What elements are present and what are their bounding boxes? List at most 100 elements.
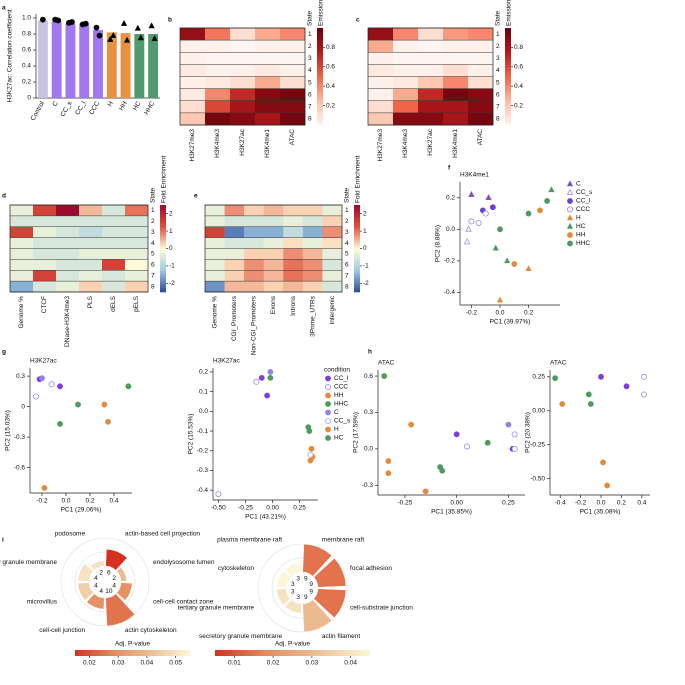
heatmap-cell xyxy=(205,64,231,77)
row-label: 2 xyxy=(345,218,349,225)
heatmap-cell xyxy=(79,226,103,238)
term-label: tertiary granule membrane xyxy=(0,559,57,566)
heatmap-cell xyxy=(418,40,444,53)
term-label: membrane raft xyxy=(322,537,364,544)
heatmap-cell xyxy=(468,28,494,41)
colorbar-tick-label: -1 xyxy=(169,263,175,270)
radial-bar xyxy=(90,560,105,571)
data-point xyxy=(308,445,315,452)
data-point xyxy=(267,374,274,381)
legend-marker xyxy=(566,188,574,195)
heatmap-cell xyxy=(56,237,80,249)
colorbar-step xyxy=(160,276,166,280)
heatmap-cell xyxy=(33,205,57,217)
x-tick-label: HC xyxy=(132,100,143,112)
colorbar-step xyxy=(277,650,281,656)
row-label: 4 xyxy=(496,67,500,74)
y-tick-label: -0.50 xyxy=(530,475,545,482)
heatmap-cell xyxy=(56,205,80,217)
colorbar-step xyxy=(91,650,94,656)
colorbar-step xyxy=(180,650,184,656)
colorbar-step xyxy=(354,263,360,267)
heatmap-cell xyxy=(79,259,103,271)
count-label: 6 xyxy=(107,569,111,576)
y-tick-label: 0.3 xyxy=(364,409,373,416)
heatmap-cell xyxy=(10,270,34,282)
data-point xyxy=(75,401,81,408)
legend-title: condition xyxy=(324,367,350,374)
colorbar-step xyxy=(354,268,360,271)
data-point xyxy=(600,459,606,466)
heatmap-cell xyxy=(283,270,304,282)
colorbar-step xyxy=(160,211,166,214)
data-point xyxy=(101,401,108,408)
heatmap-cell xyxy=(280,52,306,65)
colorbar-step xyxy=(171,650,175,656)
colorbar-tick-label: 2 xyxy=(363,210,367,217)
heatmap-cell xyxy=(255,88,281,102)
heatmap-cell xyxy=(368,28,394,41)
heatmap-cell xyxy=(224,270,245,282)
heatmap-cell xyxy=(393,28,419,41)
row-label: 7 xyxy=(496,104,500,111)
term-label: secretory granule membrane xyxy=(199,633,282,640)
y-tick-label: 0.8 xyxy=(22,31,31,38)
legend-label: CC_l xyxy=(334,375,349,382)
legend-label: HC xyxy=(334,435,344,442)
colorbar-step xyxy=(354,252,360,256)
replicate-point xyxy=(134,24,141,31)
colorbar-step xyxy=(505,47,511,51)
heatmap-cell xyxy=(10,248,34,260)
legend-label: C xyxy=(334,409,339,416)
colorbar-tick-label: -2 xyxy=(363,280,369,287)
heatmap-cell xyxy=(283,205,304,217)
column-label: DNase-H3K4me3 xyxy=(64,296,71,347)
data-point xyxy=(465,225,472,232)
colorbar-step xyxy=(317,57,323,60)
heatmap-cell xyxy=(302,215,323,228)
data-point xyxy=(41,485,48,491)
radial-grid xyxy=(74,551,136,613)
heatmap-cell xyxy=(224,215,245,228)
data-point xyxy=(511,445,518,452)
heatmap-cell xyxy=(280,100,306,114)
radial-grid xyxy=(271,557,333,619)
colorbar-step xyxy=(160,261,166,265)
colorbar-step xyxy=(320,650,324,656)
legend-label: CCC xyxy=(334,384,348,391)
colorbar-step xyxy=(100,650,103,656)
term-label: endolysosome lumen xyxy=(153,559,215,566)
row-title: State xyxy=(150,187,157,203)
colorbar-step xyxy=(123,650,126,656)
radial-bar xyxy=(284,562,302,577)
x-tick-label: 0.25 xyxy=(502,500,515,507)
colorbar-step xyxy=(187,650,191,656)
colorbar-step xyxy=(354,281,360,284)
colorbar-step xyxy=(298,650,303,656)
row-label: 4 xyxy=(345,240,349,247)
colorbar-step xyxy=(354,265,360,269)
colorbar-tick-label: 0.05 xyxy=(169,660,182,667)
colorbar-step xyxy=(114,650,117,656)
count-label: 4 xyxy=(94,575,98,582)
colorbar-step xyxy=(81,650,85,656)
colorbar-step xyxy=(246,650,250,656)
data-point xyxy=(258,374,265,381)
colorbar-step xyxy=(505,69,511,72)
bar xyxy=(37,20,48,98)
heatmap-cell xyxy=(263,248,284,260)
row-label: 1 xyxy=(308,31,312,38)
colorbar-tick-label: 0.4 xyxy=(514,83,523,90)
y-tick-label: -0.6 xyxy=(14,464,26,471)
legend-marker xyxy=(566,214,574,221)
colorbar-step xyxy=(160,231,166,234)
heatmap-cell xyxy=(255,76,281,89)
colorbar-step xyxy=(317,35,323,38)
colorbar-step xyxy=(317,100,323,104)
bar xyxy=(65,23,76,99)
heatmap-cell xyxy=(283,215,304,228)
colorbar-step xyxy=(178,650,182,656)
colorbar-step xyxy=(354,215,360,219)
row-label: 8 xyxy=(345,283,349,290)
colorbar-step xyxy=(317,52,323,55)
